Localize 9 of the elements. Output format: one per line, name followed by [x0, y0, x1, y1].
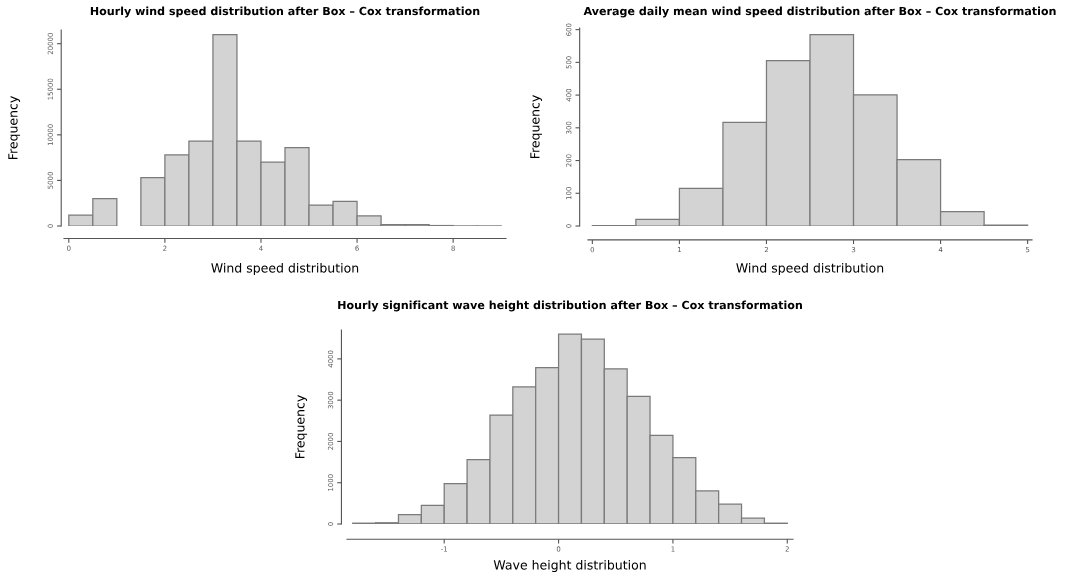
x-axis-title: Wind speed distribution	[211, 262, 359, 276]
y-axis-title: Frequency	[8, 96, 21, 160]
chart-title: Hourly significant wave height distribution after Box – Cox transformation	[338, 300, 802, 312]
x-axis-title: Wave height distribution	[493, 559, 646, 573]
chart-title: Average daily mean wind speed distribution after Box – Cox transformation	[583, 6, 1056, 18]
y-axis-title: Frequency	[295, 395, 308, 459]
x-axis-title: Wind speed distribution	[736, 262, 884, 276]
chart-title: Hourly wind speed distribution after Box – Cox transformation	[90, 6, 480, 18]
y-axis-title: Frequency	[530, 95, 543, 159]
